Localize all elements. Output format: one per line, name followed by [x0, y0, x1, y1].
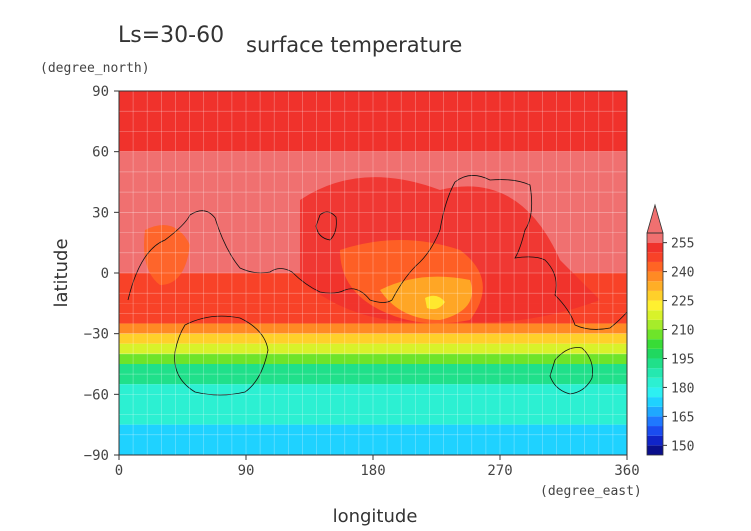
x-axis-label: longitude [333, 506, 418, 527]
temperature-band-8 [119, 353, 627, 364]
colorbar-segment [647, 406, 663, 417]
contour-line-1 [315, 211, 337, 241]
colorbar-tick-label: 210 [671, 324, 694, 339]
colorbar-segment [647, 300, 663, 311]
colorbar-segment [647, 329, 663, 340]
colorbar-segment [647, 377, 663, 388]
colorbar-tick-label: 255 [671, 237, 694, 252]
colorbar-segment [647, 339, 663, 349]
chart-title: surface temperature [246, 33, 462, 57]
colorbar-segment [647, 281, 663, 291]
temperature-band-10 [119, 384, 627, 425]
y-tick-label: −30 [84, 327, 109, 343]
colorbar: 150 165 180 195 210 225 240 255 [646, 203, 694, 456]
colorbar-segment [647, 271, 663, 282]
colorbar-segment [647, 358, 663, 369]
y-axis: 90 60 30 0 −30 −60 −90 [84, 84, 119, 464]
x-tick-label: 270 [487, 463, 512, 479]
contour-line-3 [549, 347, 593, 395]
colorbar-segment [647, 233, 663, 243]
y-axis-label: latitude [51, 238, 72, 307]
x-axis-unit: (degree_east) [540, 484, 642, 499]
colorbar-segment [647, 426, 663, 436]
temperature-field [119, 91, 627, 455]
colorbar-tick-label: 165 [671, 410, 694, 425]
x-tick-label: 0 [115, 463, 123, 479]
chart-subtitle: Ls=30-60 [118, 23, 224, 48]
colorbar-segment [647, 397, 663, 407]
y-tick-label: 0 [101, 266, 109, 282]
gridlines [119, 91, 627, 455]
field-feature-5 [119, 95, 627, 115]
colorbar-frame [646, 232, 664, 456]
colorbar-segment [647, 368, 663, 378]
colorbar-tick-label: 180 [671, 381, 694, 396]
contour-line-0 [127, 175, 627, 330]
colorbar-segment [647, 435, 663, 446]
colorbar-tick-label: 150 [671, 439, 694, 454]
colorbar-tick-label: 225 [671, 295, 694, 310]
temperature-band-6 [119, 333, 627, 344]
colorbar-tick-label: 195 [671, 352, 694, 367]
topography-contours [127, 175, 627, 396]
temperature-band-9 [119, 364, 627, 385]
y-tick-label: 30 [92, 205, 109, 221]
x-tick-label: 90 [238, 463, 255, 479]
temperature-band-11 [119, 424, 627, 455]
colorbar-segment [647, 416, 663, 427]
contour-line-2 [174, 315, 269, 396]
colorbar-segment [647, 261, 663, 272]
y-tick-label: −60 [84, 387, 109, 403]
colorbar-tick-label: 240 [671, 266, 694, 281]
colorbar-segment [647, 290, 663, 301]
colorbar-segment [647, 319, 663, 330]
x-axis: 0 90 180 270 360 [115, 455, 640, 479]
colorbar-segment [647, 445, 663, 455]
x-tick-label: 180 [360, 463, 385, 479]
colorbar-extend-arrow [646, 203, 664, 234]
field-feature-4 [144, 225, 190, 285]
colorbar-segment [647, 387, 663, 398]
y-axis-unit: (degree_north) [40, 61, 150, 76]
temperature-band-7 [119, 343, 627, 354]
y-tick-label: 90 [92, 84, 109, 100]
y-tick-label: 60 [92, 145, 109, 161]
colorbar-segment [647, 242, 663, 253]
field-feature-3 [425, 295, 445, 310]
colorbar-segment [647, 348, 663, 359]
x-tick-label: 360 [614, 463, 639, 479]
temperature-band-5 [119, 323, 627, 334]
colorbar-segment [647, 252, 663, 262]
y-tick-label: −90 [84, 448, 109, 464]
colorbar-segment [647, 310, 663, 320]
